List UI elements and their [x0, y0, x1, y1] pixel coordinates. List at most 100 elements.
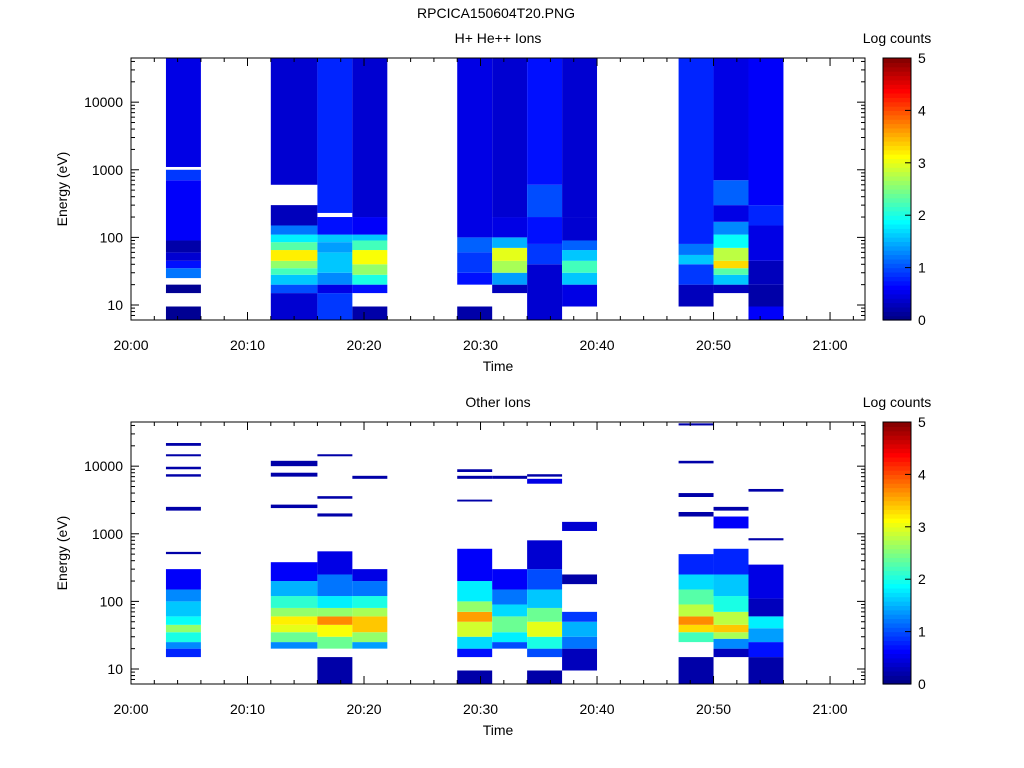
heatmap-cell [562, 621, 598, 637]
colorbar-segment [883, 657, 911, 663]
colorbar-segment [883, 79, 911, 85]
colorbar-segment [883, 167, 911, 173]
colorbar-segment [883, 197, 911, 203]
colorbar-segment [883, 470, 911, 475]
heatmap-cell [352, 596, 388, 608]
heatmap-cell [317, 284, 353, 294]
colorbar-segment [883, 670, 911, 676]
heatmap-cell [527, 621, 563, 637]
colorbar-tick-label: 4 [918, 466, 926, 482]
colorbar-frame [882, 57, 912, 321]
colorbar-label: Log counts [863, 30, 932, 46]
y-tick-label: 10 [107, 661, 123, 677]
panel-other-ions: Other Ions 20:00 20:10 20:20 20:30 20:40 20:50… [54, 394, 931, 738]
heatmap-cell [713, 632, 749, 639]
x-tick-label: 20:40 [580, 701, 615, 717]
heatmap-cell [317, 58, 353, 213]
colorbar-segment [883, 561, 911, 567]
colorbar-segment [883, 601, 911, 606]
page-title: RPCICA150604T20.PNG [417, 5, 575, 21]
heatmap-cell [457, 272, 493, 285]
heatmap-cell [562, 574, 598, 585]
colorbar-segment [883, 223, 911, 229]
heatmap-cell [713, 596, 749, 612]
heatmap-cell [270, 562, 318, 582]
heatmap-cell [457, 648, 493, 658]
colorbar-segment [883, 62, 911, 68]
heatmap-cell [165, 506, 201, 511]
heatmap-cell [713, 58, 749, 181]
heatmap-cell [527, 264, 563, 320]
colorbar-segment [883, 435, 911, 441]
y-axis-label: Energy (eV) [54, 152, 70, 227]
panel-title: Other Ions [465, 394, 530, 410]
colorbar-segment [883, 232, 911, 238]
heatmap-cell [492, 58, 528, 218]
colorbar-segment [883, 579, 911, 585]
x-axis-label: Time [483, 358, 514, 374]
y-axis-label: Energy (eV) [54, 516, 70, 591]
colorbar-segment [883, 483, 911, 489]
heatmap-cell [317, 272, 353, 285]
colorbar-segment [883, 250, 911, 256]
heatmap-cell [678, 604, 714, 617]
heatmap-cell [748, 564, 784, 599]
heatmap-cell [562, 217, 598, 241]
heatmap-cell [527, 474, 563, 477]
colorbar-segment [883, 140, 911, 146]
colorbar-segment [883, 258, 911, 264]
colorbar-segment [883, 605, 911, 611]
colorbar-segment [883, 627, 911, 633]
colorbar-segment [883, 566, 911, 572]
colorbar-segment [883, 513, 911, 519]
heatmap-cell [317, 293, 353, 320]
colorbar-segment [883, 649, 911, 655]
heatmap-cell [352, 274, 388, 285]
heatmap-cell [713, 268, 749, 275]
y-tick-label: 100 [100, 593, 124, 609]
colorbar-segment [883, 263, 911, 269]
heatmap-cell [492, 237, 528, 248]
colorbar-segment [883, 136, 911, 142]
x-tick-label: 20:00 [113, 337, 148, 353]
colorbar-segment [883, 215, 911, 221]
x-tick-label: 20:30 [463, 701, 498, 717]
colorbar-segment [883, 531, 911, 537]
colorbar-segment [883, 276, 911, 282]
heatmap-cell [270, 250, 318, 261]
colorbar-segment [883, 474, 911, 480]
colorbar-segment [883, 189, 911, 194]
heatmap-cell [165, 474, 201, 477]
colorbar-segment [883, 592, 911, 598]
heatmap-cell [317, 217, 353, 235]
heatmap-cell [713, 574, 749, 597]
colorbar-segment [883, 228, 911, 234]
x-tick-label: 20:20 [346, 701, 381, 717]
colorbar-segment [883, 289, 911, 295]
heatmap-cell [678, 632, 714, 643]
colorbar-segment [883, 219, 911, 225]
heatmap-cell [165, 169, 201, 181]
heatmap-cell [748, 657, 784, 684]
colorbar-segment [883, 254, 911, 260]
colorbar-segment [883, 311, 911, 317]
colorbar-tick-label: 5 [918, 50, 926, 66]
heatmap-cell [492, 604, 528, 617]
heatmap-cell [527, 184, 563, 218]
heatmap-cell [562, 260, 598, 273]
x-tick-label: 20:20 [346, 337, 381, 353]
heatmap-cell [748, 628, 784, 643]
colorbar-segment [883, 84, 911, 90]
heatmap-cell [352, 284, 388, 294]
heatmap-cell [527, 670, 563, 684]
heatmap-cell [270, 234, 318, 243]
heatmap-cell [713, 260, 749, 269]
colorbar-tick-label: 2 [918, 207, 926, 223]
heatmap-cell [165, 589, 201, 602]
heatmap-cell [165, 616, 201, 625]
colorbar-segment [883, 132, 911, 138]
heatmap-cell [165, 648, 201, 658]
heatmap-cell [270, 460, 318, 467]
colorbar-segment [883, 570, 911, 576]
colorbar-segment [883, 75, 911, 81]
